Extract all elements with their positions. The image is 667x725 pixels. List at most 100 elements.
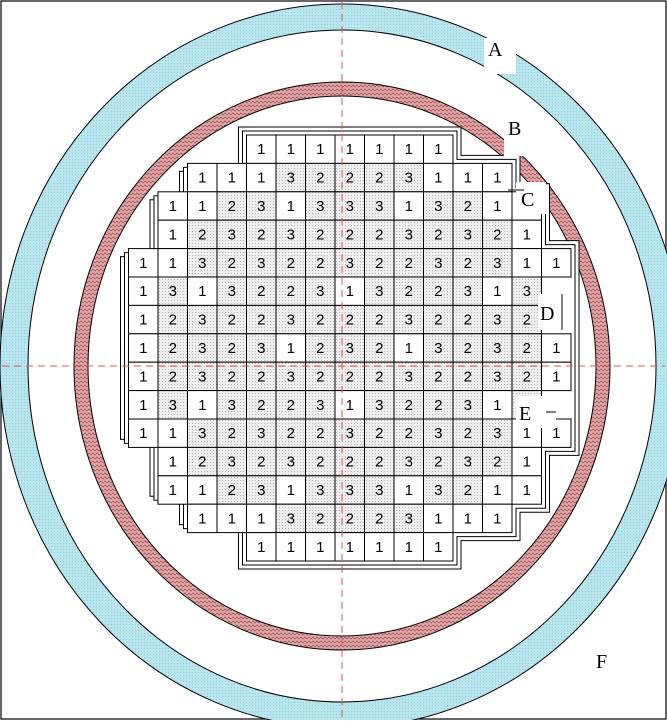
fuel-assembly-batch-number: 2: [434, 226, 442, 243]
fuel-assembly-box: [511, 475, 542, 505]
fuel-assembly-batch-number: 1: [523, 454, 531, 471]
fuel-assembly-cell: 2: [334, 503, 365, 534]
fuel-assembly-batch-number: 2: [434, 312, 442, 329]
fuel-assembly-box: [393, 361, 424, 392]
fuel-assembly-box: [246, 304, 277, 335]
fuel-assembly-batch-number: 1: [405, 141, 413, 158]
fuel-assembly-cell: 1: [541, 361, 572, 392]
fuel-assembly-batch-number: 3: [493, 340, 501, 357]
fuel-assembly-box: [541, 333, 572, 363]
fuel-assembly-cell: 3: [482, 248, 513, 278]
fuel-assembly-batch-number: 1: [346, 539, 354, 556]
fuel-assembly-batch-number: 1: [375, 539, 383, 556]
fuel-assembly-batch-number: 3: [228, 397, 236, 414]
fuel-assembly-batch-number: 1: [198, 510, 206, 527]
fuel-assembly-batch-number: 2: [464, 340, 472, 357]
fuel-assembly-cell: 3: [187, 248, 218, 278]
fuel-assembly-cell: 3: [275, 361, 306, 392]
fuel-assembly-cell: 1: [541, 418, 572, 448]
fuel-assembly-cell: 3: [275, 503, 306, 534]
fuel-assembly-batch-number: 2: [169, 368, 177, 385]
fuel-assembly-batch-number: 3: [287, 170, 295, 187]
fuel-assembly-cell: 1: [541, 248, 572, 278]
fuel-assembly-batch-number: 2: [464, 482, 472, 499]
fuel-assembly-box: [216, 475, 247, 505]
fuel-assembly-box: [275, 418, 306, 448]
fuel-assembly-batch-number: 1: [493, 482, 501, 499]
fuel-assembly-batch-number: 1: [405, 539, 413, 556]
fuel-assembly-cell: 2: [216, 333, 247, 363]
fuel-assembly-batch-number: 3: [287, 454, 295, 471]
fuel-assembly-box: [157, 276, 188, 306]
fuel-assembly-cell: 3: [187, 361, 218, 392]
fuel-assembly-box: [334, 390, 365, 420]
fuel-assembly-box: [452, 503, 483, 534]
fuel-assembly-batch-number: 1: [434, 539, 442, 556]
fuel-assembly-batch-number: 1: [139, 397, 147, 414]
fuel-assembly-cell: 3: [275, 304, 306, 335]
fuel-assembly-batch-number: 3: [405, 170, 413, 187]
fuel-assembly-batch-number: 3: [405, 226, 413, 243]
fuel-assembly-cell: 2: [511, 361, 542, 392]
fuel-assembly-batch-number: 2: [464, 312, 472, 329]
fuel-assembly-cell: 1: [393, 333, 424, 363]
fuel-assembly-cell: 2: [364, 304, 395, 335]
fuel-assembly-cell: 1: [246, 503, 277, 534]
fuel-assembly-cell: 2: [216, 304, 247, 335]
fuel-assembly-cell: 1: [157, 219, 188, 250]
fuel-assembly-cell: 2: [452, 475, 483, 505]
fuel-assembly-box: [452, 333, 483, 363]
fuel-assembly-cell: 2: [334, 446, 365, 477]
fuel-assembly-batch-number: 1: [434, 141, 442, 158]
fuel-assembly-box: [364, 134, 395, 164]
fuel-assembly-cell: 1: [187, 191, 218, 221]
fuel-assembly-batch-number: 2: [228, 198, 236, 215]
fuel-assembly-batch-number: 2: [434, 283, 442, 300]
fuel-assembly-cell: 1: [246, 134, 277, 164]
fuel-assembly-box: [511, 361, 542, 392]
fuel-assembly-cell: 2: [246, 446, 277, 477]
fuel-assembly-batch-number: 3: [434, 198, 442, 215]
fuel-assembly-box: [334, 304, 365, 335]
fuel-assembly-cell: 2: [246, 390, 277, 420]
fuel-assembly-cell: 3: [187, 333, 218, 363]
fuel-assembly-cell: 2: [305, 219, 336, 250]
fuel-assembly-cell: 1: [275, 532, 306, 562]
fuel-assembly-box: [452, 276, 483, 306]
fuel-assembly-cell: 2: [393, 276, 424, 306]
fuel-assembly-batch-number: 3: [434, 482, 442, 499]
fuel-assembly-cell: 3: [246, 418, 277, 448]
fuel-assembly-cell: 3: [216, 446, 247, 477]
fuel-assembly-cell: 1: [187, 162, 218, 193]
fuel-assembly-cell: 2: [364, 333, 395, 363]
fuel-assembly-batch-number: 2: [523, 368, 531, 385]
fuel-assembly-cell: 2: [452, 304, 483, 335]
fuel-assembly-cell: 2: [305, 304, 336, 335]
fuel-assembly-batch-number: 3: [375, 482, 383, 499]
fuel-assembly-batch-number: 1: [139, 312, 147, 329]
fuel-assembly-box: [452, 390, 483, 420]
fuel-assembly-batch-number: 1: [257, 510, 265, 527]
fuel-assembly-box: [541, 361, 572, 392]
fuel-assembly-box: [364, 361, 395, 392]
fuel-assembly-box: [275, 304, 306, 335]
fuel-assembly-cell: 2: [187, 219, 218, 250]
fuel-assembly-cell: 1: [157, 191, 188, 221]
fuel-assembly-cell: 3: [334, 475, 365, 505]
fuel-assembly-box: [452, 248, 483, 278]
fuel-assembly-cell: 2: [423, 276, 454, 306]
fuel-assembly-cell: 3: [305, 390, 336, 420]
fuel-assembly-batch-number: 2: [464, 198, 472, 215]
fuel-assembly-batch-number: 1: [434, 170, 442, 187]
fuel-assembly-cell: 3: [216, 390, 247, 420]
fuel-assembly-box: [187, 304, 218, 335]
fuel-assembly-cell: 3: [305, 191, 336, 221]
fuel-assembly-batch-number: 3: [316, 482, 324, 499]
fuel-assembly-batch-number: 3: [287, 510, 295, 527]
fuel-assembly-cell: 2: [157, 333, 188, 363]
label-e: E: [519, 403, 531, 425]
fuel-assembly-cell: 1: [275, 191, 306, 221]
fuel-assembly-cell: 1: [128, 276, 159, 306]
fuel-assembly-batch-number: 2: [493, 226, 501, 243]
